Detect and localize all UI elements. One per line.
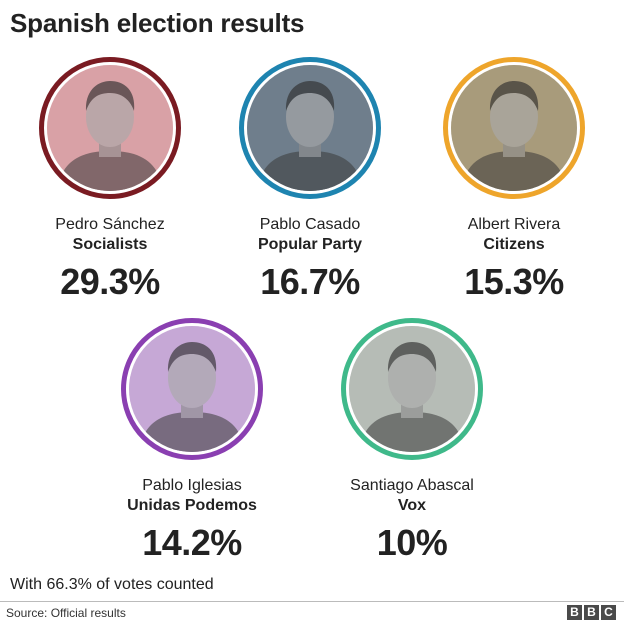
candidate-name: Pedro Sánchez xyxy=(55,216,165,233)
portrait-hair xyxy=(489,81,539,111)
portrait-shoulders xyxy=(257,151,363,191)
portrait-tint xyxy=(451,65,577,191)
portrait-ring xyxy=(39,57,181,199)
portrait-hair xyxy=(285,81,335,111)
portrait-ring xyxy=(443,57,585,199)
candidate-name: Pablo Casado xyxy=(259,216,361,233)
candidate-portrait xyxy=(129,326,255,452)
portrait-face xyxy=(86,87,134,147)
vote-share: 10% xyxy=(376,522,448,563)
candidate-card: Albert Rivera Citizens 15.3% xyxy=(414,57,614,303)
portrait-shoulders xyxy=(359,412,465,452)
portrait-face xyxy=(388,348,436,408)
portrait-tint xyxy=(47,65,173,191)
candidate-portrait xyxy=(247,65,373,191)
candidate-name: Albert Rivera xyxy=(467,216,561,233)
portrait-shoulders xyxy=(139,412,245,452)
bbc-logo-letter: B xyxy=(567,605,582,620)
candidate-card: Pablo Iglesias Unidas Podemos 14.2% xyxy=(92,318,292,564)
portrait-face xyxy=(490,87,538,147)
vote-share: 14.2% xyxy=(142,522,242,563)
vote-share: 15.3% xyxy=(464,261,564,302)
footer-divider xyxy=(0,601,624,602)
candidate-card: Santiago Abascal Vox 10% xyxy=(312,318,512,564)
candidate-card: Pablo Casado Popular Party 16.7% xyxy=(210,57,410,303)
candidate-name: Pablo Iglesias xyxy=(142,477,242,494)
portrait-tint xyxy=(247,65,373,191)
party-name: Unidas Podemos xyxy=(127,497,257,514)
portrait-hair xyxy=(85,81,135,111)
portrait-ring xyxy=(121,318,263,460)
party-name: Vox xyxy=(397,497,427,514)
candidate-name: Santiago Abascal xyxy=(350,477,474,494)
candidate-portrait xyxy=(451,65,577,191)
candidate-portrait xyxy=(349,326,475,452)
bbc-logo: B B C xyxy=(567,605,616,620)
party-name: Popular Party xyxy=(257,236,363,253)
bbc-logo-letter: C xyxy=(601,605,616,620)
portrait-ring xyxy=(341,318,483,460)
portrait-face xyxy=(168,348,216,408)
vote-share: 29.3% xyxy=(60,261,160,302)
portrait-tint xyxy=(349,326,475,452)
chart-title: Spanish election results xyxy=(10,8,305,38)
party-name: Citizens xyxy=(483,236,545,253)
candidate-card: Pedro Sánchez Socialists 29.3% xyxy=(10,57,210,303)
portrait-shoulders xyxy=(57,151,163,191)
votes-counted-note: With 66.3% of votes counted xyxy=(10,576,214,593)
portrait-tint xyxy=(129,326,255,452)
portrait-hair xyxy=(387,342,437,372)
source-label: Source: Official results xyxy=(6,606,126,620)
bbc-logo-letter: B xyxy=(584,605,599,620)
portrait-hair xyxy=(167,342,217,372)
portrait-ring xyxy=(239,57,381,199)
portrait-shoulders xyxy=(461,151,567,191)
party-name: Socialists xyxy=(72,236,148,253)
vote-share: 16.7% xyxy=(260,261,360,302)
candidate-portrait xyxy=(47,65,173,191)
portrait-face xyxy=(286,87,334,147)
